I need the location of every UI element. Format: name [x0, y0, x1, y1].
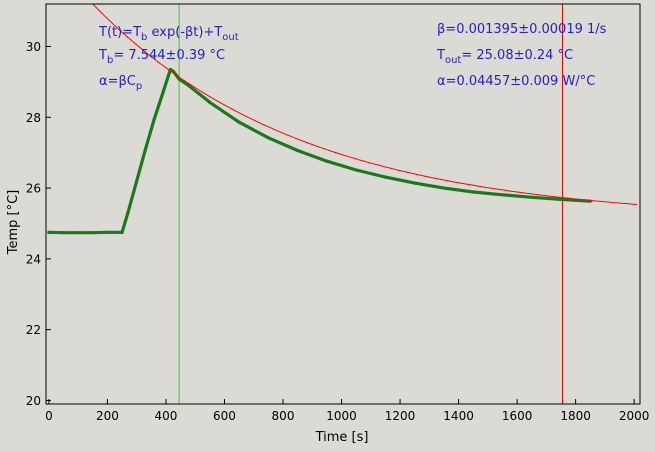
data-point: [500, 193, 505, 197]
subscript: b: [107, 55, 113, 66]
y-tick-label: 22: [26, 323, 41, 337]
subscript: p: [136, 81, 142, 92]
data-point: [237, 120, 241, 124]
annotation-beta: β=0.001395±0.00019 1/s: [437, 22, 607, 37]
data-point: [61, 231, 66, 235]
data-point: [105, 230, 110, 234]
annotation-text: exp(-βt)+T: [147, 25, 222, 40]
data-point: [530, 195, 534, 199]
x-tick-label: 1200: [385, 409, 416, 423]
subscript: b: [141, 32, 147, 43]
x-tick-label: 1800: [560, 409, 591, 423]
annotation-model: T(t)=Tb exp(-βt)+Tout: [98, 25, 239, 43]
annotation-text: α=0.04457±0.009 W/°C: [437, 74, 595, 89]
data-point: [266, 136, 270, 140]
data-point: [413, 181, 417, 185]
x-tick-label: 2000: [619, 409, 650, 423]
annotation-tout: Tout= 25.08±0.24 °C: [436, 48, 573, 66]
y-axis-label: Temp [°C]: [6, 190, 21, 256]
x-tick-label: 1000: [326, 409, 357, 423]
data-point: [126, 211, 130, 215]
annotation-alpha-val: α=0.04457±0.009 W/°C: [437, 74, 595, 89]
x-tick-label: 0: [45, 409, 53, 423]
y-tick-label: 30: [26, 40, 41, 54]
x-tick-label: 1400: [443, 409, 474, 423]
data-point: [161, 90, 165, 95]
data-point: [296, 148, 300, 153]
data-point: [354, 168, 358, 172]
annotation-text: = 25.08±0.24 °C: [461, 48, 573, 63]
plot-area: [47, 4, 638, 404]
data-point: [135, 179, 139, 183]
annotation-text: β=0.001395±0.00019 1/s: [437, 22, 607, 37]
data-point: [442, 186, 446, 190]
annotation-text: α=βC: [99, 74, 136, 89]
plot-frame: [45, 3, 641, 405]
data-point: [383, 175, 388, 179]
x-tick-label: 1600: [502, 409, 533, 423]
data-point: [208, 100, 212, 105]
x-axis-label: Time [s]: [315, 430, 369, 445]
y-tick-label: 20: [26, 394, 41, 408]
data-point: [91, 231, 95, 235]
data-point: [187, 84, 191, 88]
data-point: [76, 231, 80, 235]
axes: 0 200 400 600 800 1000 1200 1400 1600 1800 2000 20 2…: [26, 3, 650, 423]
y-tick-label: 26: [26, 182, 41, 196]
subscript: out: [222, 32, 238, 43]
x-tick-label: 200: [96, 409, 119, 423]
annotation-text: T: [436, 48, 445, 63]
data-point: [152, 117, 156, 121]
x-tick-label: 600: [213, 409, 236, 423]
x-tick-label: 400: [155, 409, 178, 423]
fit-curve: [92, 4, 638, 205]
subscript: out: [445, 55, 461, 66]
annotation-text: = 7.544±0.39 °C: [113, 48, 225, 63]
data-point: [471, 190, 475, 194]
y-tick-label: 28: [26, 111, 41, 125]
annotation-alpha-def: α=βCp: [99, 74, 142, 92]
plot-clipped: [47, 4, 638, 404]
data-point: [143, 147, 148, 151]
data-point: [120, 230, 124, 234]
data-point: [47, 230, 51, 234]
y-tick-label: 24: [26, 252, 41, 266]
annotation-tb: Tb= 7.544±0.39 °C: [98, 48, 225, 66]
annotation-text: T: [98, 48, 107, 63]
annotation-text: T(t)=T: [98, 25, 141, 40]
data-point: [559, 197, 563, 201]
x-tick-label: 800: [272, 409, 295, 423]
data-point: [325, 159, 329, 163]
